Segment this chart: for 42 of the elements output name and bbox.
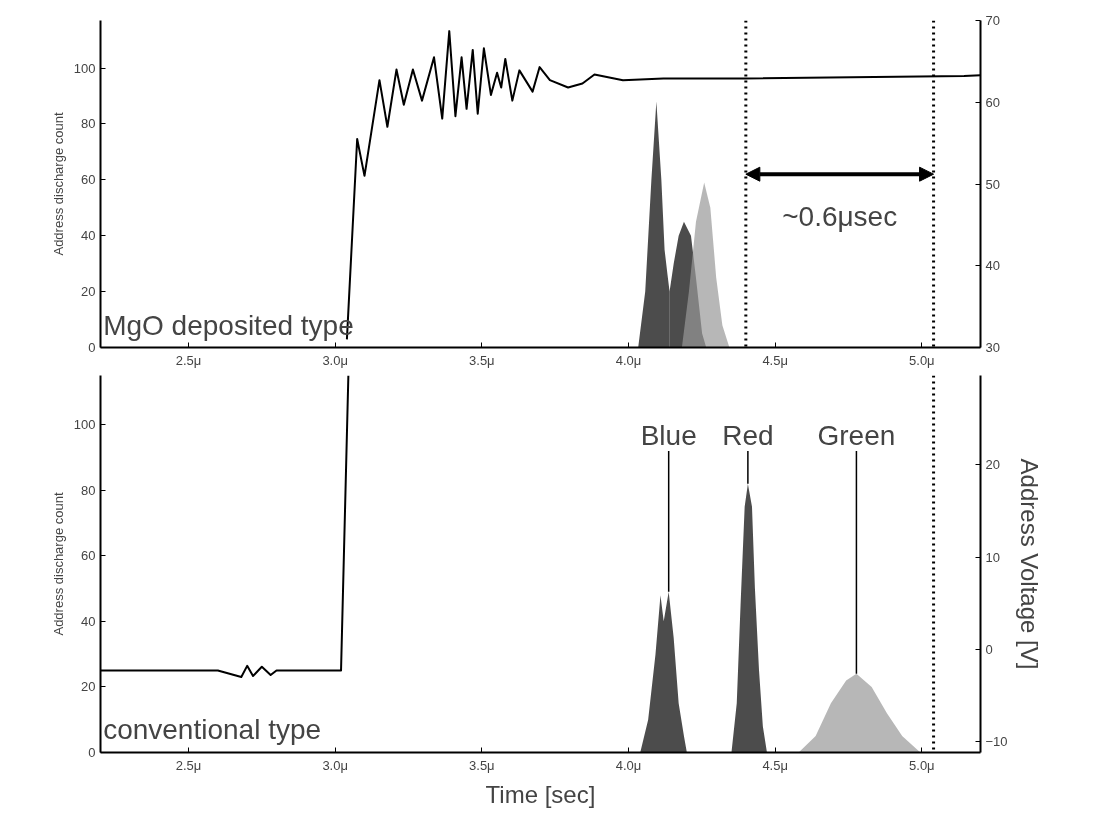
text: Blue bbox=[640, 419, 697, 451]
x-tick-label: 3.5μ bbox=[469, 352, 495, 368]
series-label: Red bbox=[722, 419, 774, 451]
x-tick-label: 3.0μ bbox=[322, 352, 348, 368]
y2-tick-label: 10 bbox=[985, 549, 1000, 565]
text: Green bbox=[817, 419, 896, 451]
y-tick-label: 100 bbox=[73, 60, 96, 76]
y-tick-label: 0 bbox=[88, 745, 96, 760]
y-axis-title: Address discharge count bbox=[50, 492, 66, 636]
x-tick-label: 4.5μ bbox=[762, 757, 788, 773]
y2-tick-label: 40 bbox=[985, 258, 1000, 274]
x-tick-label: 5.0μ bbox=[909, 352, 935, 368]
x-tick-label: 2.5μ bbox=[175, 352, 202, 368]
x-tick-label: 2.5μ bbox=[175, 757, 202, 773]
annotation: conventional type bbox=[103, 713, 322, 745]
y-tick-label: 40 bbox=[81, 228, 96, 244]
y-axis-title: Address discharge count bbox=[50, 112, 66, 256]
x-tick-label: 4.0μ bbox=[615, 352, 642, 368]
y-tick-label: 100 bbox=[73, 417, 96, 433]
y-tick-label: 40 bbox=[81, 613, 96, 629]
x-tick-label: 3.5μ bbox=[469, 757, 495, 773]
y-tick-label: 60 bbox=[81, 548, 96, 564]
y-tick-label: 0 bbox=[88, 340, 96, 355]
x-tick-label: 3.0μ bbox=[322, 757, 348, 773]
y2-tick-label: 50 bbox=[985, 176, 1000, 192]
x-axis-title: Time [sec] bbox=[485, 780, 596, 808]
y2-axis-title: Address Voltage [V] bbox=[1015, 458, 1043, 670]
x-tick-label: 5.0μ bbox=[909, 757, 935, 773]
y2-tick-label: −10 bbox=[985, 733, 1008, 749]
x-tick-label: 4.0μ bbox=[615, 757, 642, 773]
x-tick-label: 4.5μ bbox=[762, 352, 788, 368]
y-tick-label: 80 bbox=[81, 482, 96, 498]
y2-tick-label: 20 bbox=[985, 457, 1000, 473]
annotation: ~0.6μsec bbox=[782, 201, 898, 233]
y-tick-label: 20 bbox=[81, 679, 96, 695]
y2-tick-label: 0 bbox=[985, 641, 993, 657]
y2-tick-label: 70 bbox=[985, 13, 1000, 28]
y-tick-label: 60 bbox=[81, 172, 96, 188]
y-tick-label: 20 bbox=[81, 284, 96, 300]
y-tick-label: 80 bbox=[81, 116, 96, 132]
y2-tick-label: 60 bbox=[985, 94, 1000, 110]
y2-tick-label: 30 bbox=[985, 340, 1000, 355]
